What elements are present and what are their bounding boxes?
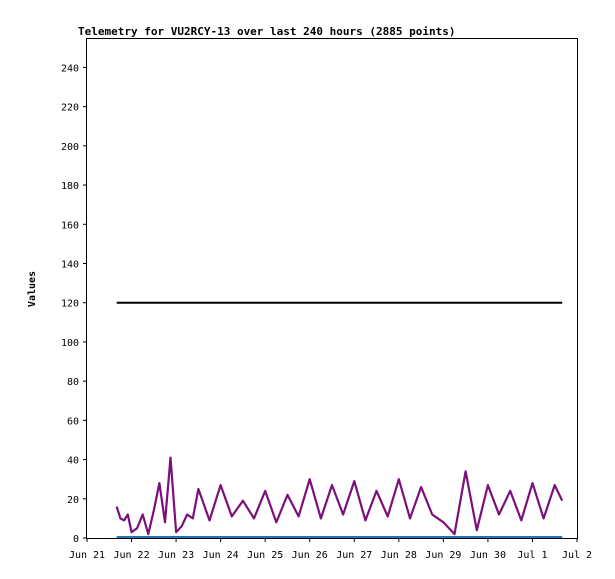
y-tick-label: 0 [73, 534, 79, 545]
x-axis: Jun 21 Jun 22 Jun 23 Jun 24 Jun 25 Jun 26 Jun … [69, 538, 592, 561]
x-tick-label: Jul 1 [517, 550, 547, 561]
x-tick-label: Jun 22 [113, 550, 149, 561]
y-axis: 0 20 40 60 80 100 120 140 160 180 200 220 240 [61, 63, 87, 545]
x-tick-label: Jun 23 [158, 550, 194, 561]
y-tick-label: 240 [61, 63, 79, 74]
x-tick-label: Jun 28 [381, 550, 417, 561]
x-tick-label: Jun 27 [336, 550, 372, 561]
x-tick-label: Jul 2 [562, 550, 592, 561]
plot-frame [86, 38, 578, 539]
y-tick-label: 60 [67, 416, 79, 427]
y-tick-label: 120 [61, 299, 79, 310]
x-tick-label: Jun 21 [69, 550, 105, 561]
y-tick-label: 140 [61, 259, 79, 270]
x-tick-label: Jun 24 [203, 550, 239, 561]
y-tick-label: 40 [67, 456, 79, 467]
y-tick-label: 80 [67, 377, 79, 388]
chart-title: Telemetry for VU2RCY-13 over last 240 ho… [78, 25, 456, 38]
y-tick-label: 160 [61, 220, 79, 231]
x-tick-label: Jun 29 [425, 550, 461, 561]
y-axis-label: Values [27, 271, 38, 307]
x-tick-label: Jun 25 [247, 550, 283, 561]
y-tick-label: 180 [61, 181, 79, 192]
y-tick-label: 220 [61, 103, 79, 114]
x-tick-label: Jun 26 [292, 550, 328, 561]
y-tick-label: 20 [67, 495, 79, 506]
series-line-2 [115, 456, 564, 536]
series-layer [115, 301, 564, 538]
y-tick-label: 200 [61, 142, 79, 153]
y-tick-label: 100 [61, 338, 79, 349]
x-tick-label: Jun 30 [470, 550, 506, 561]
